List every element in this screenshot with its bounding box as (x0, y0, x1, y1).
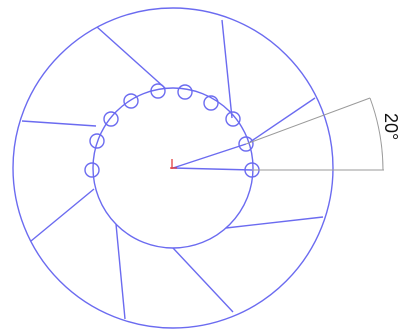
vane-line (30, 188, 95, 242)
vane-line (115, 223, 126, 320)
bolt-hole (150, 83, 166, 99)
bolt-hole (177, 84, 193, 100)
bolt-hole (238, 136, 254, 152)
outer-circle (12, 7, 334, 329)
bolt-hole (89, 133, 105, 149)
vane-line (249, 97, 316, 143)
bolt-hole (203, 95, 219, 111)
origin-marker (170, 159, 177, 169)
vane-line (221, 19, 233, 119)
vane-line (96, 26, 166, 89)
reference-line-horizontal (172, 167, 253, 171)
bolt-hole (103, 111, 119, 127)
angle-dimension: 20° (245, 97, 401, 171)
bolt-hole (225, 111, 241, 127)
vane-line (21, 120, 97, 127)
dimension-extension-line (245, 97, 371, 145)
bolt-hole (84, 162, 100, 178)
dimension-arc (369, 97, 384, 171)
vane-line (225, 216, 324, 229)
reference-line-angled (172, 143, 247, 169)
bolt-hole (123, 93, 139, 109)
vane-lines (21, 19, 324, 320)
vane-line (172, 247, 234, 313)
angle-label: 20° (381, 113, 401, 140)
